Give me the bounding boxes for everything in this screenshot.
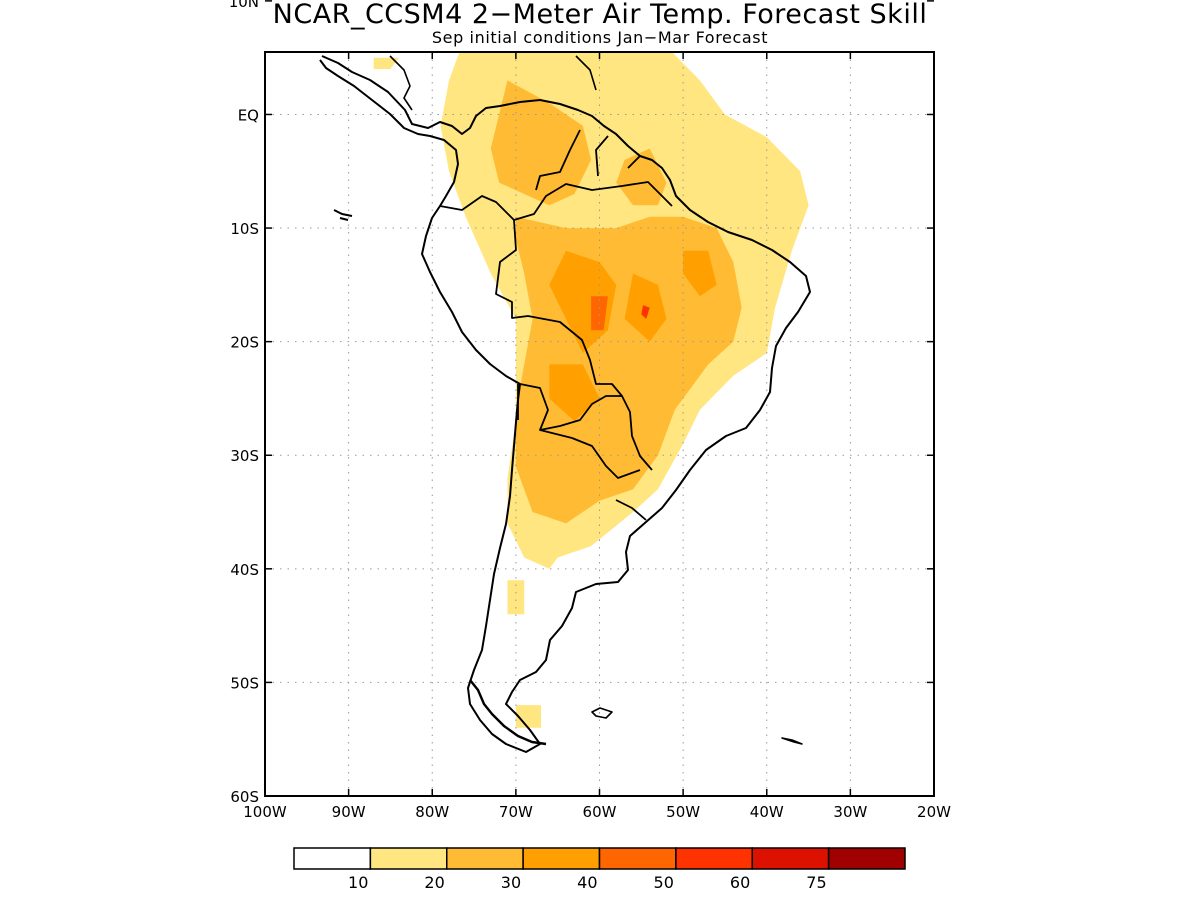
lat-tick-label: EQ — [238, 106, 259, 124]
lon-tick-label: 60W — [583, 803, 617, 821]
colorbar-label: 75 — [806, 873, 826, 892]
colorbar-swatch — [751, 847, 830, 870]
lat-tick-label: 40S — [230, 561, 259, 579]
map-title: NCAR_CCSM4 2−Meter Air Temp. Forecast Sk… — [272, 0, 928, 30]
skill-region-10 — [373, 57, 399, 69]
colorbar-swatch — [827, 847, 906, 870]
colorbar-label: 60 — [730, 873, 750, 892]
colorbar-label: 50 — [654, 873, 674, 892]
coastlines — [319, 55, 811, 753]
colorbar-swatch — [369, 847, 448, 870]
lon-tick-label: 90W — [332, 803, 366, 821]
falkland-islands — [591, 707, 613, 719]
lon-tick-label: 80W — [415, 803, 449, 821]
south-georgia — [781, 737, 803, 745]
colorbar-swatch — [522, 847, 601, 870]
colorbar-label: 10 — [348, 873, 368, 892]
skill-region-2 — [490, 80, 592, 206]
lat-tick-label: 10S — [230, 220, 259, 238]
south-america-coastline — [319, 55, 811, 753]
colorbar-label: 30 — [501, 873, 521, 892]
country-borders — [439, 129, 673, 521]
lat-tick-label: 10N — [229, 0, 259, 11]
colorbar-swatch — [598, 847, 677, 870]
lat-tick-label: 20S — [230, 334, 259, 352]
colorbar: 10 20 30 40 50 60 75 — [293, 847, 906, 892]
colorbar-label: 40 — [577, 873, 597, 892]
skill-region-9 — [641, 305, 650, 319]
tierra-del-fuego-islands — [469, 679, 547, 746]
skill-region-7 — [549, 364, 600, 422]
skill-region-6 — [683, 250, 717, 297]
lat-tick-label: 60S — [230, 788, 259, 806]
colorbar-swatch — [293, 847, 372, 870]
map-subtitle: Sep initial conditions Jan−Mar Forecast — [431, 28, 769, 47]
colorbar-label: 20 — [424, 873, 444, 892]
lat-tick-label: 30S — [230, 447, 259, 465]
lon-tick-label: 40W — [750, 803, 784, 821]
lon-tick-label: 70W — [499, 803, 533, 821]
skill-region-8 — [591, 296, 608, 331]
axis-ticks: 100W 90W 80W 70W 60W 50W 40W 30W 20W 10N EQ 10S 20S 3… — [229, 0, 951, 821]
lon-tick-label: 20W — [917, 803, 951, 821]
central-america-coast — [389, 55, 597, 111]
skill-region-11 — [507, 580, 525, 615]
colorbar-swatch — [446, 847, 524, 870]
skill-shading — [373, 52, 809, 728]
galapagos-islands — [333, 209, 353, 221]
colorbar-swatch — [675, 847, 753, 870]
lon-tick-label: 30W — [833, 803, 867, 821]
lon-tick-label: 50W — [666, 803, 700, 821]
lat-tick-label: 50S — [230, 674, 259, 692]
lon-tick-label: 100W — [243, 803, 287, 821]
